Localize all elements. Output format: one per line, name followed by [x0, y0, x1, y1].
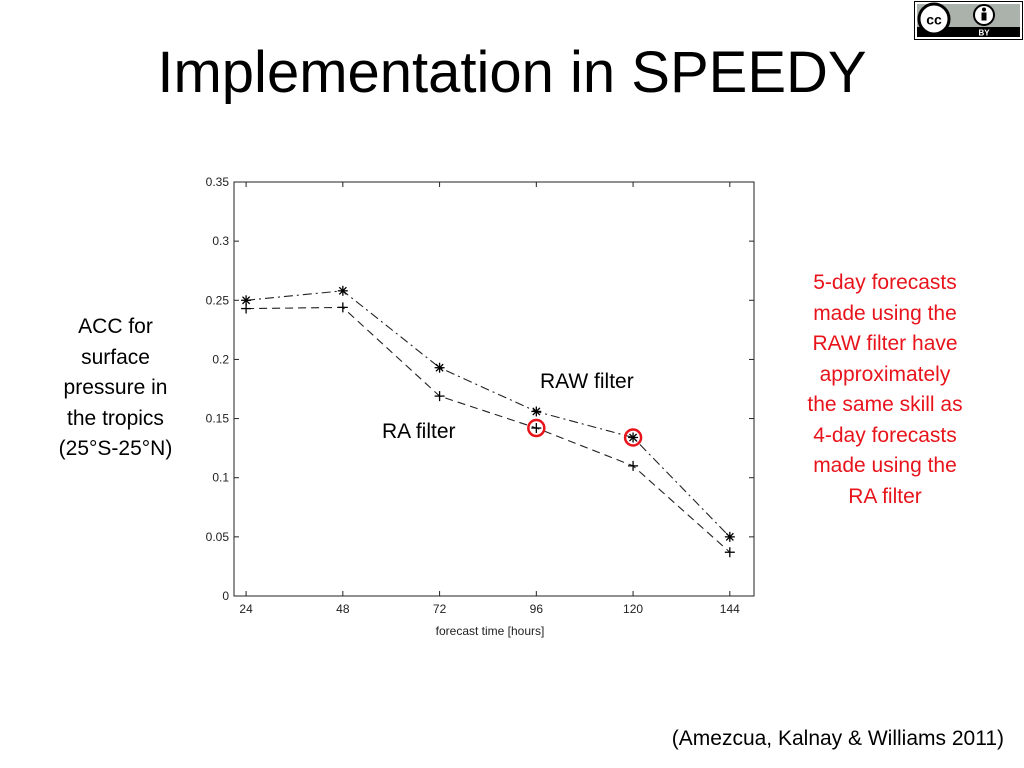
series-label-ra: RA filter — [382, 420, 456, 443]
plus-marker — [531, 423, 542, 434]
annotation-note: 5-day forecasts made using the RAW filte… — [775, 268, 995, 512]
slide-title: Implementation in SPEEDY — [157, 40, 867, 105]
y-tick-label: 0 — [222, 589, 229, 603]
note-line: made using the — [813, 301, 957, 325]
y-tick-label: 0.3 — [212, 234, 229, 248]
note-line: RA filter — [848, 484, 922, 508]
svg-text:cc: cc — [926, 12, 942, 28]
x-tick-label: 96 — [530, 602, 544, 616]
note-line: approximately — [819, 362, 951, 386]
asterisk-marker — [628, 432, 639, 443]
plot-frame — [233, 181, 755, 597]
x-tick-label: 72 — [433, 602, 447, 616]
plus-marker — [434, 391, 445, 402]
side-label-line: the tropics — [67, 406, 164, 430]
plus-marker — [241, 303, 252, 314]
y-tick-label: 0.1 — [212, 471, 229, 485]
cc-icon: cc — [917, 2, 951, 36]
note-line: 4-day forecasts — [813, 423, 957, 447]
y-axis-description: ACC for surface pressure in the tropics … — [33, 312, 198, 465]
note-line: 5-day forecasts — [813, 271, 957, 294]
series-line-ra — [246, 306, 731, 553]
x-tick-label: 120 — [623, 602, 643, 616]
series-line-raw — [246, 290, 731, 538]
note-line: the same skill as — [807, 393, 963, 416]
y-tick-label: 0.05 — [206, 530, 230, 544]
asterisk-marker — [434, 362, 445, 373]
x-axis-title: forecast time [hours] — [436, 624, 545, 638]
cc-by-badge: cc BY — [914, 1, 1023, 40]
y-tick-label: 0.15 — [206, 412, 230, 426]
side-label-line: pressure in — [63, 376, 168, 399]
highlight-circle — [623, 428, 643, 447]
note-line: made using the — [813, 454, 957, 477]
plus-marker — [724, 547, 735, 558]
asterisk-marker — [531, 406, 542, 417]
highlight-circle — [527, 418, 546, 438]
y-tick-label: 0.35 — [206, 175, 230, 189]
asterisk-marker — [724, 531, 735, 542]
acc-line-chart: 0 0.05 0.1 0.15 0.2 0.25 0.3 0.35 24 48 72 96 120 14… — [206, 175, 755, 638]
y-tick-label: 0.2 — [212, 352, 229, 366]
side-label-line: (25°S-25°N) — [58, 437, 173, 460]
note-line: RAW filter have — [812, 332, 958, 355]
x-tick-label: 48 — [336, 602, 350, 616]
attribution-icon — [973, 4, 995, 26]
side-label-line: ACC for — [78, 315, 153, 338]
plus-marker — [628, 460, 639, 471]
x-tick-label: 24 — [239, 602, 253, 616]
plus-marker — [337, 302, 348, 313]
y-tick-label: 0.25 — [206, 293, 230, 307]
badge-by-text: BY — [978, 29, 990, 38]
series-label-raw: RAW filter — [540, 370, 634, 393]
asterisk-marker — [337, 285, 348, 296]
x-tick-label: 144 — [720, 602, 740, 616]
side-label-line: surface — [81, 345, 150, 369]
citation: (Amezcua, Kalnay & Williams 2011) — [671, 727, 1004, 750]
